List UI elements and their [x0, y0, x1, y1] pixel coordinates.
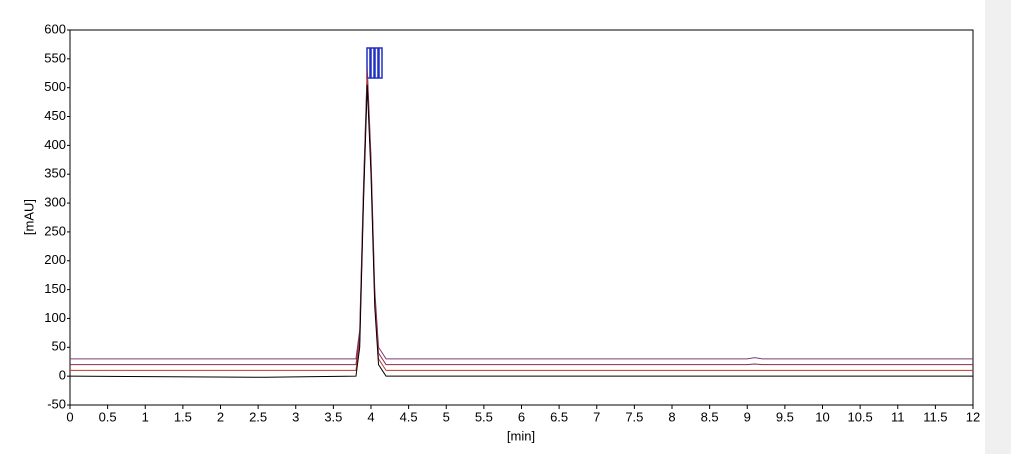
x-tick-label: 3 — [292, 409, 299, 424]
x-tick-label: 7 — [593, 409, 600, 424]
trace — [70, 67, 973, 360]
x-tick-label: 8 — [668, 409, 675, 424]
x-tick-label: 6 — [518, 409, 525, 424]
y-tick-label: 50 — [52, 339, 66, 354]
x-tick-label: 1.5 — [174, 409, 192, 424]
x-tick-label: 1 — [142, 409, 149, 424]
y-tick-label: 150 — [44, 281, 66, 296]
x-tick-label: 9 — [744, 409, 751, 424]
x-tick-label: 0.5 — [99, 409, 117, 424]
trace — [70, 79, 973, 371]
y-tick-label: 0 — [59, 368, 66, 383]
y-tick-label: 200 — [44, 252, 66, 267]
y-tick-label: 450 — [44, 108, 66, 123]
y-tick-label: 350 — [44, 166, 66, 181]
y-tick-label: 400 — [44, 137, 66, 152]
x-axis-label: [min] — [507, 428, 535, 443]
side-strip — [985, 0, 1011, 454]
y-tick-label: 600 — [44, 21, 66, 36]
x-tick-label: 3.5 — [324, 409, 342, 424]
y-axis-label: [mAU] — [21, 199, 36, 235]
x-tick-label: 11 — [891, 409, 905, 424]
x-tick-label: 9.5 — [776, 409, 794, 424]
peak-markers — [366, 47, 383, 79]
y-tick-label: 500 — [44, 79, 66, 94]
x-tick-label: 2 — [217, 409, 224, 424]
x-tick-label: 2.5 — [249, 409, 267, 424]
x-tick-label: 6.5 — [550, 409, 568, 424]
x-tick-label: 5 — [443, 409, 450, 424]
x-tick-label: 8.5 — [701, 409, 719, 424]
x-tick-label: 0 — [66, 409, 73, 424]
y-tick-label: -50 — [47, 396, 66, 411]
x-tick-label: 4.5 — [400, 409, 418, 424]
y-tick-label: 250 — [44, 223, 66, 238]
trace — [69, 84, 973, 378]
x-tick-label: 5.5 — [475, 409, 493, 424]
y-tick-label: 300 — [44, 195, 66, 210]
y-tick-label: 550 — [44, 50, 66, 65]
plot-frame — [69, 29, 974, 406]
x-tick-label: 7.5 — [625, 409, 643, 424]
trace — [70, 73, 973, 366]
x-tick-label: 11.5 — [923, 409, 947, 424]
x-tick-label: 4 — [367, 409, 374, 424]
x-tick-label: 10 — [815, 409, 829, 424]
x-tick-label: 12 — [966, 409, 980, 424]
y-tick-label: 100 — [44, 310, 66, 325]
x-tick-label: 10.5 — [847, 409, 872, 424]
